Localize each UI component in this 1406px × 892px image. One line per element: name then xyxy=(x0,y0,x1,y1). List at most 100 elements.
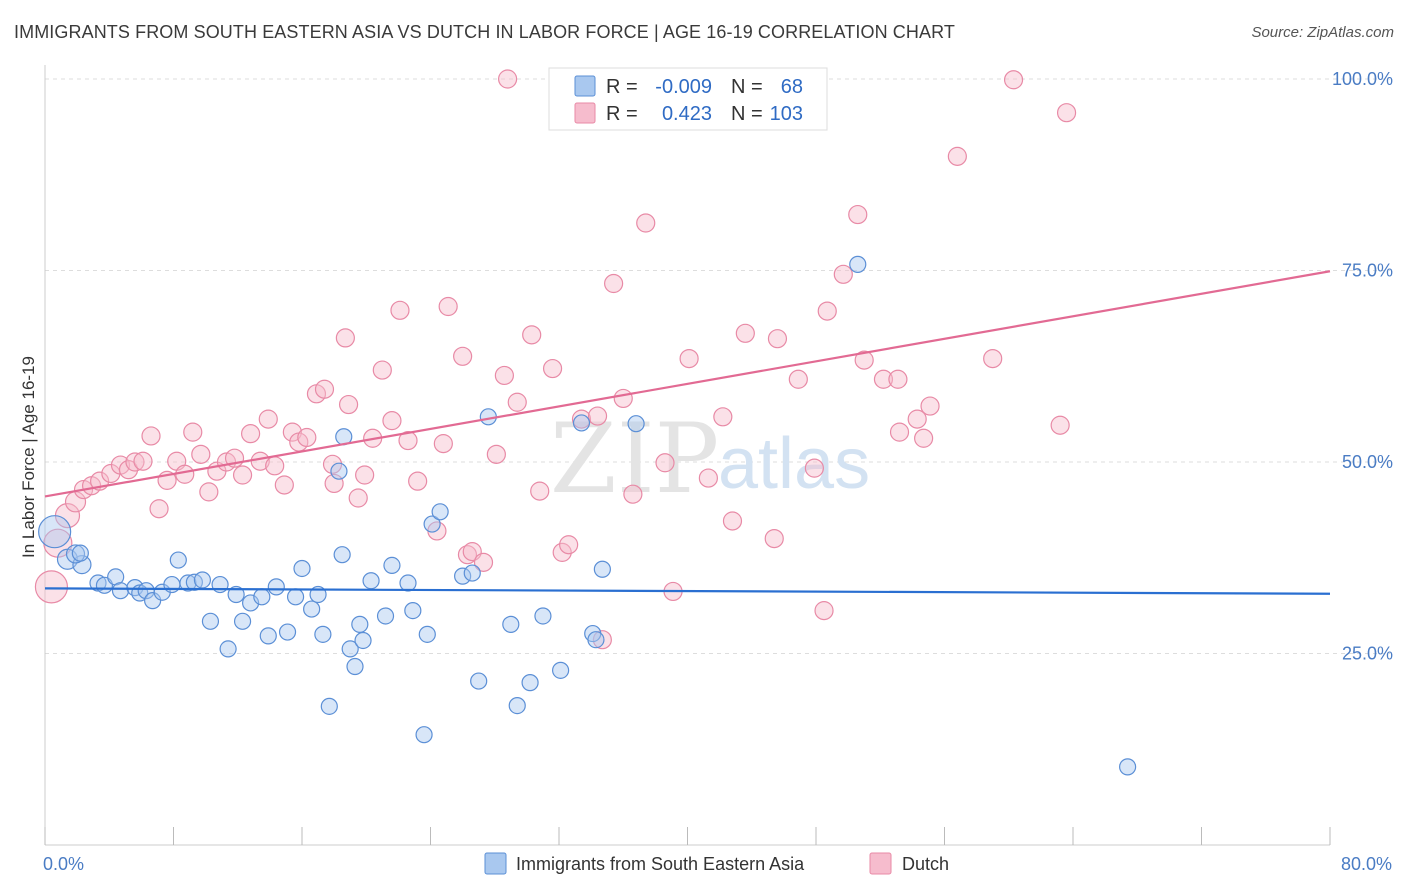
sea-point-45 xyxy=(399,574,417,592)
dutch-point-36 xyxy=(335,328,355,348)
sea-point-42 xyxy=(362,572,380,590)
legend-swatch-pink xyxy=(574,102,596,124)
sea-point-29 xyxy=(286,588,305,606)
dutch-point-44 xyxy=(398,430,418,451)
dutch-point-86 xyxy=(889,422,910,442)
dutch-point-70 xyxy=(679,348,699,369)
sea-point-4 xyxy=(71,544,89,562)
sea-point-50 xyxy=(415,726,433,744)
sea-point-57 xyxy=(521,674,539,692)
legend: R = -0.009 N = 68 R = 0.423 N = 103 xyxy=(548,67,828,131)
source-label: Source: ZipAtlas.com xyxy=(1251,24,1394,41)
sea-point-64 xyxy=(627,415,645,433)
sea-point-47 xyxy=(418,625,436,643)
sea-point-59 xyxy=(552,661,570,679)
bottom-legend-swatch-pink xyxy=(869,852,892,875)
dutch-point-66 xyxy=(623,484,643,504)
grid-lines xyxy=(45,78,1390,654)
dutch-point-42 xyxy=(382,411,402,431)
dutch-point-81 xyxy=(833,264,853,284)
sea-point-53 xyxy=(470,672,488,690)
legend-n-label-1: N = xyxy=(731,76,763,98)
sea-point-14 xyxy=(163,575,181,594)
sea-point-66 xyxy=(1119,758,1137,776)
dutch-point-89 xyxy=(920,396,940,416)
dutch-point-65 xyxy=(613,388,633,409)
dutch-point-75 xyxy=(764,528,784,549)
dutch-point-63 xyxy=(592,630,612,650)
sea-point-46 xyxy=(404,602,422,620)
legend-r-label-1: R = xyxy=(606,76,638,98)
sea-point-56 xyxy=(508,696,526,715)
trend-lines xyxy=(44,270,1331,595)
dutch-point-60 xyxy=(559,535,579,555)
sea-point-49 xyxy=(431,503,449,521)
dutch-point-79 xyxy=(814,601,834,621)
dutch-point-10 xyxy=(125,452,145,472)
dutch-point-31 xyxy=(297,427,317,448)
dutch-point-71 xyxy=(698,468,718,488)
sea-point-3 xyxy=(65,544,86,564)
dutch-point-54 xyxy=(494,365,514,386)
legend-r-value-1: -0.009 xyxy=(655,76,712,98)
dutch-point-84 xyxy=(873,369,894,389)
dutch-point-64 xyxy=(604,273,624,294)
dutch-point-26 xyxy=(258,409,278,429)
dutch-point-93 xyxy=(1050,415,1070,435)
chart-title: IMMIGRANTS FROM SOUTH EASTERN ASIA VS DU… xyxy=(14,22,955,42)
sea-point-25 xyxy=(253,588,271,606)
bottom-legend-label-blue: Immigrants from South Eastern Asia xyxy=(516,854,805,874)
dutch-point-87 xyxy=(907,409,927,429)
dutch-point-80 xyxy=(817,301,837,321)
dutch-point-90 xyxy=(947,146,967,166)
sea-point-30 xyxy=(293,559,311,578)
y-tick-label-0: 25.0% xyxy=(1342,644,1393,664)
sea-point-15 xyxy=(169,551,187,569)
x-tick-max: 80.0% xyxy=(1341,854,1392,874)
watermark-zip: ZIP xyxy=(550,403,719,515)
bottom-legend-label-pink: Dutch xyxy=(902,854,949,874)
sea-point-8 xyxy=(111,582,130,600)
dutch-point-45 xyxy=(408,471,428,491)
dutch-point-49 xyxy=(453,346,473,366)
dutch-point-28 xyxy=(274,475,294,495)
sea-point-62 xyxy=(587,631,605,649)
sea-point-21 xyxy=(219,640,237,658)
dutch-point-94 xyxy=(1056,103,1077,123)
dutch-point-24 xyxy=(241,424,261,444)
dutch-point-68 xyxy=(655,453,675,473)
dutch-point-53 xyxy=(486,444,506,464)
sea-point-16 xyxy=(179,574,197,592)
dutch-points xyxy=(34,69,1077,650)
x-tick-labels: 0.0% 80.0% xyxy=(43,854,1392,874)
dutch-point-58 xyxy=(542,358,563,379)
dutch-point-33 xyxy=(314,379,335,399)
sea-point-38 xyxy=(341,640,359,658)
dutch-point-48 xyxy=(438,296,458,317)
dutch-point-62 xyxy=(587,406,608,426)
sea-point-35 xyxy=(330,462,348,480)
dutch-point-82 xyxy=(848,204,868,225)
dutch-point-38 xyxy=(348,488,368,508)
dutch-point-41 xyxy=(372,360,392,380)
sea-point-43 xyxy=(376,607,395,625)
sea-immigrant-points xyxy=(38,70,1137,776)
dutch-point-37 xyxy=(338,394,359,415)
dutch-point-77 xyxy=(788,369,808,389)
sea-point-44 xyxy=(383,556,401,575)
dutch-point-74 xyxy=(735,323,755,343)
dutch-point-9 xyxy=(118,460,139,480)
dutch-point-91 xyxy=(983,348,1003,369)
sea-point-55 xyxy=(502,615,520,633)
sea-point-18 xyxy=(193,571,212,589)
sea-point-39 xyxy=(346,657,364,676)
sea-point-22 xyxy=(227,585,245,604)
sea-point-40 xyxy=(351,615,369,633)
sea-point-0 xyxy=(38,515,72,549)
dutch-point-16 xyxy=(175,464,195,484)
dutch-point-97 xyxy=(498,69,518,89)
dutch-point-18 xyxy=(191,444,211,464)
sea-point-19 xyxy=(201,612,220,630)
sea-point-58 xyxy=(534,607,552,625)
sea-point-51 xyxy=(454,567,472,585)
